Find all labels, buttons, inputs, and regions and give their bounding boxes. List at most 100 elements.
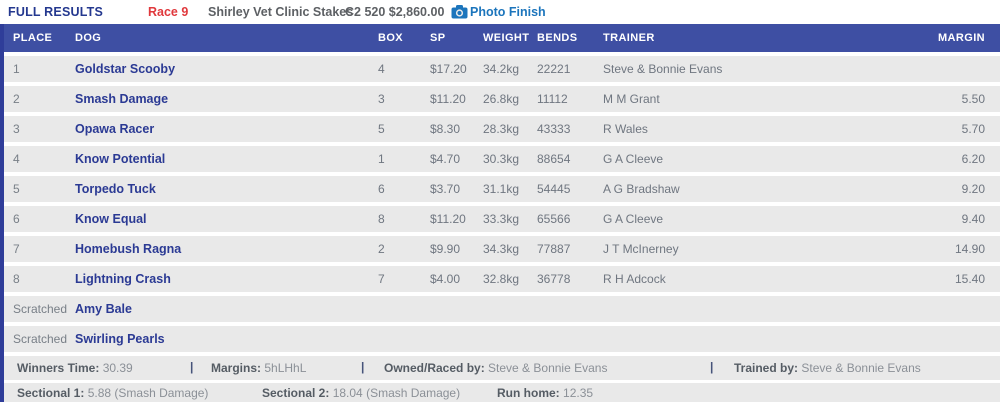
race-details-label: C2 520 $2,860.00	[345, 5, 445, 19]
col-header-box: BOX	[378, 32, 404, 44]
weight-cell: 28.3kg	[483, 122, 520, 136]
weight-cell: 33.3kg	[483, 212, 520, 226]
sp-cell: $3.70	[430, 182, 461, 196]
place-cell: 2	[13, 92, 20, 106]
dog-name-link[interactable]: Know Potential	[75, 152, 166, 166]
trainer-cell: R Wales	[603, 122, 648, 136]
race-number-label: Race 9	[148, 5, 189, 19]
sectionals-row: Sectional 1: 5.88 (Smash Damage) Section…	[4, 383, 1000, 402]
margin-cell: 9.40	[961, 212, 985, 226]
box-cell: 7	[378, 272, 385, 286]
sp-cell: $17.20	[430, 62, 467, 76]
col-header-margin: MARGIN	[937, 32, 985, 44]
table-row: 2 Smash Damage 3 $11.20 26.8kg 11112 M M…	[4, 86, 1000, 112]
margin-cell: 5.70	[961, 122, 985, 136]
winners-time-label: Winners Time:	[17, 361, 100, 375]
sp-cell: $8.30	[430, 122, 461, 136]
weight-cell: 30.3kg	[483, 152, 520, 166]
margin-cell: 6.20	[961, 152, 985, 166]
table-row: 1 Goldstar Scooby 4 $17.20 34.2kg 22221 …	[4, 56, 1000, 82]
weight-cell: 31.1kg	[483, 182, 520, 196]
trainer-cell: J T McInerney	[603, 242, 679, 256]
sectional-2-value: 18.04 (Smash Damage)	[332, 386, 461, 400]
weight-cell: 34.3kg	[483, 242, 520, 256]
scratched-label: Scratched	[13, 302, 68, 316]
box-cell: 2	[378, 242, 385, 256]
margins-value: 5hLHhL	[264, 361, 307, 375]
col-header-weight: WEIGHT	[483, 32, 530, 44]
place-cell: 6	[13, 212, 20, 226]
sectional-2-label: Sectional 2:	[262, 386, 330, 400]
dog-name-link[interactable]: Smash Damage	[75, 92, 169, 106]
race-meta-row: Winners Time: 30.39 | Margins: 5hLHhL | …	[4, 356, 1000, 380]
scratched-body: Scratched Amy Bale Scratched Swirling Pe…	[4, 296, 1000, 352]
weight-cell: 34.2kg	[483, 62, 520, 76]
owned-raced-by-label: Owned/Raced by:	[384, 361, 485, 375]
trained-by-value: Steve & Bonnie Evans	[801, 361, 921, 375]
camera-icon[interactable]	[451, 4, 468, 19]
bends-cell: 88654	[537, 152, 571, 166]
dog-name-link[interactable]: Torpedo Tuck	[75, 182, 156, 196]
photo-finish-link[interactable]: Photo Finish	[470, 5, 546, 19]
box-cell: 3	[378, 92, 385, 106]
col-header-bends: BENDS	[537, 32, 578, 44]
results-topbar: FULL RESULTS Race 9 Shirley Vet Clinic S…	[0, 0, 1000, 24]
winners-time: Winners Time: 30.39	[17, 361, 133, 375]
separator: |	[361, 360, 365, 374]
box-cell: 6	[378, 182, 385, 196]
trainer-cell: A G Bradshaw	[603, 182, 680, 196]
box-cell: 4	[378, 62, 385, 76]
dog-name-link[interactable]: Goldstar Scooby	[75, 62, 176, 76]
margins-label: Margins:	[211, 361, 262, 375]
sp-cell: $11.20	[430, 92, 466, 106]
place-cell: 7	[13, 242, 20, 256]
col-header-place: PLACE	[13, 32, 53, 44]
trainer-cell: G A Cleeve	[603, 152, 664, 166]
margin-cell: 5.50	[961, 92, 985, 106]
race-name-label: Shirley Vet Clinic Stakes	[208, 5, 354, 19]
dog-name-link[interactable]: Lightning Crash	[75, 272, 171, 286]
trained-by-label: Trained by:	[734, 361, 799, 375]
dog-name-link[interactable]: Homebush Ragna	[75, 242, 182, 256]
sectional-2: Sectional 2: 18.04 (Smash Damage)	[262, 386, 460, 400]
dog-name-link[interactable]: Swirling Pearls	[75, 332, 165, 346]
box-cell: 8	[378, 212, 385, 226]
box-cell: 5	[378, 122, 385, 136]
sectional-1: Sectional 1: 5.88 (Smash Damage)	[17, 386, 208, 400]
table-row: 5 Torpedo Tuck 6 $3.70 31.1kg 54445 A G …	[4, 176, 1000, 202]
run-home: Run home: 12.35	[497, 386, 593, 400]
sectional-1-label: Sectional 1:	[17, 386, 85, 400]
table-row: 4 Know Potential 1 $4.70 30.3kg 88654 G …	[4, 146, 1000, 172]
separator: |	[190, 360, 194, 374]
table-row: 3 Opawa Racer 5 $8.30 28.3kg 43333 R Wal…	[4, 116, 1000, 142]
weight-cell: 32.8kg	[483, 272, 520, 286]
box-cell: 1	[378, 152, 385, 166]
bends-cell: 77887	[537, 242, 571, 256]
col-header-sp: SP	[430, 32, 446, 44]
dog-name-link[interactable]: Opawa Racer	[75, 122, 155, 136]
table-row: 8 Lightning Crash 7 $4.00 32.8kg 36778 R…	[4, 266, 1000, 292]
sectional-1-value: 5.88 (Smash Damage)	[87, 386, 209, 400]
winners-time-value: 30.39	[102, 361, 133, 375]
owned-raced-by: Owned/Raced by: Steve & Bonnie Evans	[384, 361, 607, 375]
full-results-title: FULL RESULTS	[8, 5, 103, 19]
trainer-cell: R H Adcock	[603, 272, 666, 286]
bends-cell: 43333	[537, 122, 571, 136]
dog-name-link[interactable]: Know Equal	[75, 212, 147, 226]
place-cell: 8	[13, 272, 20, 286]
trainer-cell: G A Cleeve	[603, 212, 664, 226]
margin-cell: 9.20	[961, 182, 985, 196]
results-table: PLACE DOG BOX SP WEIGHT BENDS TRAINER MA…	[0, 24, 1000, 402]
run-home-value: 12.35	[563, 386, 594, 400]
run-home-label: Run home:	[497, 386, 560, 400]
dog-name-link[interactable]: Amy Bale	[75, 302, 132, 316]
bends-cell: 11112	[537, 92, 568, 106]
trained-by: Trained by: Steve & Bonnie Evans	[734, 361, 921, 375]
scratched-row: Scratched Amy Bale	[4, 296, 1000, 322]
sp-cell: $11.20	[430, 212, 466, 226]
place-cell: 1	[13, 62, 20, 76]
margin-cell: 15.40	[954, 272, 985, 286]
sp-cell: $4.70	[430, 152, 461, 166]
place-cell: 3	[13, 122, 20, 136]
trainer-cell: M M Grant	[603, 92, 660, 106]
